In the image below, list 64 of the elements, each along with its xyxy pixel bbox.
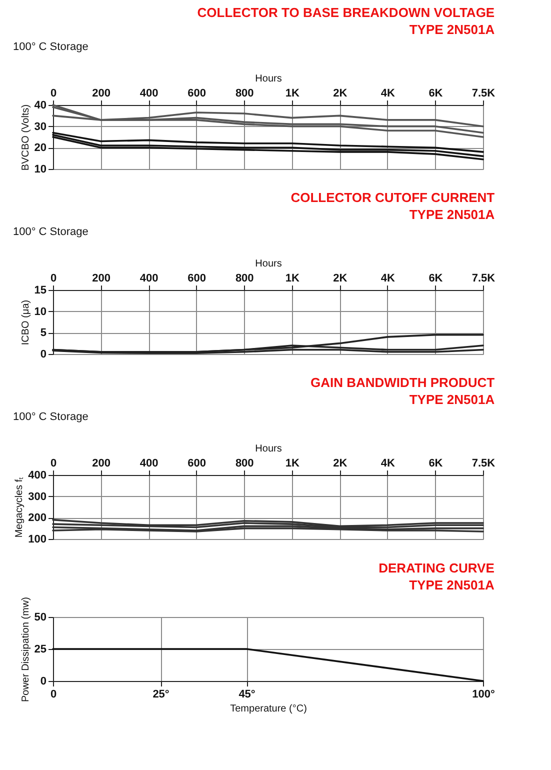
chart-title: GAIN BANDWIDTH PRODUCT TYPE 2N501A xyxy=(310,375,496,407)
y-tick-label: 0 xyxy=(40,348,46,360)
x-tick-label: 4K xyxy=(380,272,396,284)
x-tick-label: 800 xyxy=(235,272,254,284)
y-tick-label: 0 xyxy=(40,676,46,688)
y-tick-label: 15 xyxy=(34,284,46,296)
x-tick-label: 7.5K xyxy=(472,458,496,470)
x-tick-label: 800 xyxy=(235,458,254,470)
x-tick-label: 100° xyxy=(472,688,495,700)
y-axis-title: BVCBO (Volts) xyxy=(20,104,32,171)
x-tick-label: 2K xyxy=(333,272,348,284)
x-tick-label: 200 xyxy=(92,88,110,100)
x-tick-label: 6K xyxy=(428,88,443,100)
y-tick-label: 50 xyxy=(34,612,46,624)
y-tick-label: 400 xyxy=(28,470,46,482)
chart-title: COLLECTOR CUTOFF CURRENT TYPE 2N501A xyxy=(290,190,496,222)
x-tick-label: 400 xyxy=(140,272,158,284)
y-tick-label: 100 xyxy=(28,534,46,546)
y-tick-label: 5 xyxy=(40,327,46,340)
y-tick-label: 40 xyxy=(34,100,46,112)
y-tick-label: 300 xyxy=(28,490,46,503)
y-tick-label: 10 xyxy=(34,164,46,176)
x-tick-label: 400 xyxy=(140,458,158,470)
x-axis-title: Hours xyxy=(255,444,282,454)
x-tick-label: 45° xyxy=(238,688,256,700)
x-tick-label: 600 xyxy=(188,458,206,470)
x-tick-label: 600 xyxy=(188,272,206,284)
x-tick-label: 1K xyxy=(285,458,300,470)
chart-subtitle: 100° C Storage xyxy=(13,41,88,53)
x-axis-title: Hours xyxy=(255,74,282,84)
x-tick-label: 0 xyxy=(50,458,57,470)
chart-title: DERATING CURVE TYPE 2N501A xyxy=(378,560,495,592)
y-axis-title: Power Dissipation (mw) xyxy=(20,596,32,702)
x-tick-label: 2K xyxy=(333,458,348,470)
y-tick-label: 10 xyxy=(34,306,46,318)
x-tick-label: 0 xyxy=(50,88,57,100)
x-tick-label: 600 xyxy=(188,88,206,100)
chart-subtitle: 100° C Storage xyxy=(13,226,88,238)
x-tick-label: 0 xyxy=(50,272,57,284)
x-tick-label: 200 xyxy=(92,458,110,470)
y-tick-label: 30 xyxy=(34,120,46,133)
x-tick-label: 6K xyxy=(428,458,443,470)
y-tick-label: 20 xyxy=(34,142,46,154)
y-tick-label: 25 xyxy=(34,644,46,656)
x-tick-label: 1K xyxy=(285,88,300,100)
x-tick-label: 6K xyxy=(428,272,443,284)
x-tick-label: 7.5K xyxy=(472,272,496,284)
x-tick-label: 0 xyxy=(50,688,57,700)
y-axis-title: Megacycles fₜ xyxy=(14,476,26,538)
x-tick-label: 1K xyxy=(285,272,300,284)
chart-title: COLLECTOR TO BASE BREAKDOWN VOLTAGE TYPE 2N501A xyxy=(197,5,496,37)
x-tick-label: 4K xyxy=(380,458,396,470)
x-tick-label: 7.5K xyxy=(472,88,496,100)
x-tick-label: 400 xyxy=(140,88,158,100)
x-axis-title: Temperature (°C) xyxy=(230,704,307,714)
x-tick-label: 800 xyxy=(235,88,254,100)
y-axis-title: ICBO (μa) xyxy=(20,300,32,346)
x-tick-label: 2K xyxy=(333,88,348,100)
x-tick-label: 4K xyxy=(380,88,396,100)
x-tick-label: 25° xyxy=(152,688,170,700)
x-tick-label: 200 xyxy=(92,272,110,284)
x-axis-title: Hours xyxy=(255,258,282,270)
chart-subtitle: 100° C Storage xyxy=(13,411,88,423)
y-tick-label: 200 xyxy=(28,512,46,524)
